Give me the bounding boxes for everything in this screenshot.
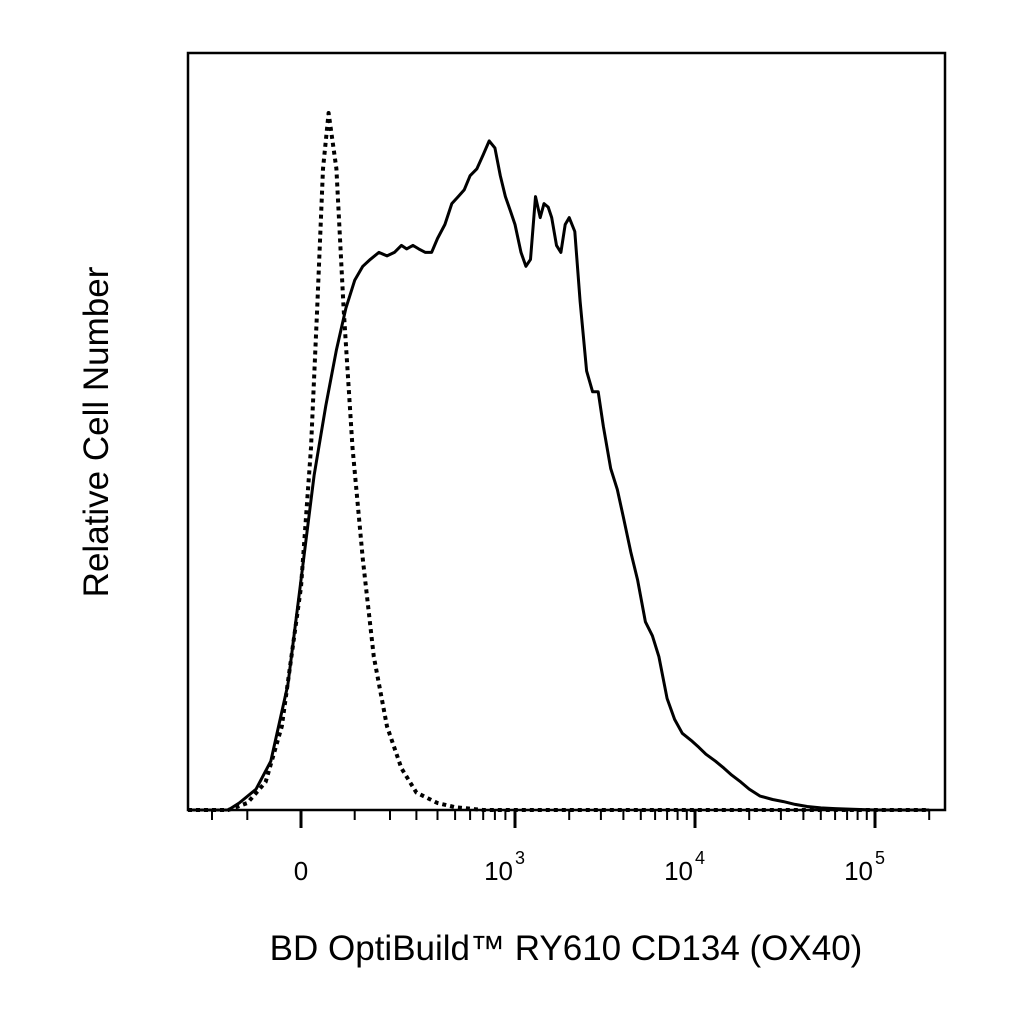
x-tick-label: 0: [294, 856, 308, 886]
x-tick-exponent: 5: [875, 848, 885, 868]
x-tick-exponent: 3: [515, 848, 525, 868]
y-axis-label: Relative Cell Number: [77, 266, 116, 597]
x-tick-label: 10: [664, 856, 693, 886]
x-tick-label: 10: [484, 856, 513, 886]
plot-frame: [186, 51, 947, 812]
x-tick-label: 10: [844, 856, 873, 886]
x-tick-exponent: 4: [695, 848, 705, 868]
series-line-solid: [188, 139, 930, 812]
x-axis: [211, 810, 931, 828]
x-axis-label: BD OptiBuild™ RY610 CD134 (OX40): [270, 929, 863, 968]
series-layer: [188, 111, 930, 812]
